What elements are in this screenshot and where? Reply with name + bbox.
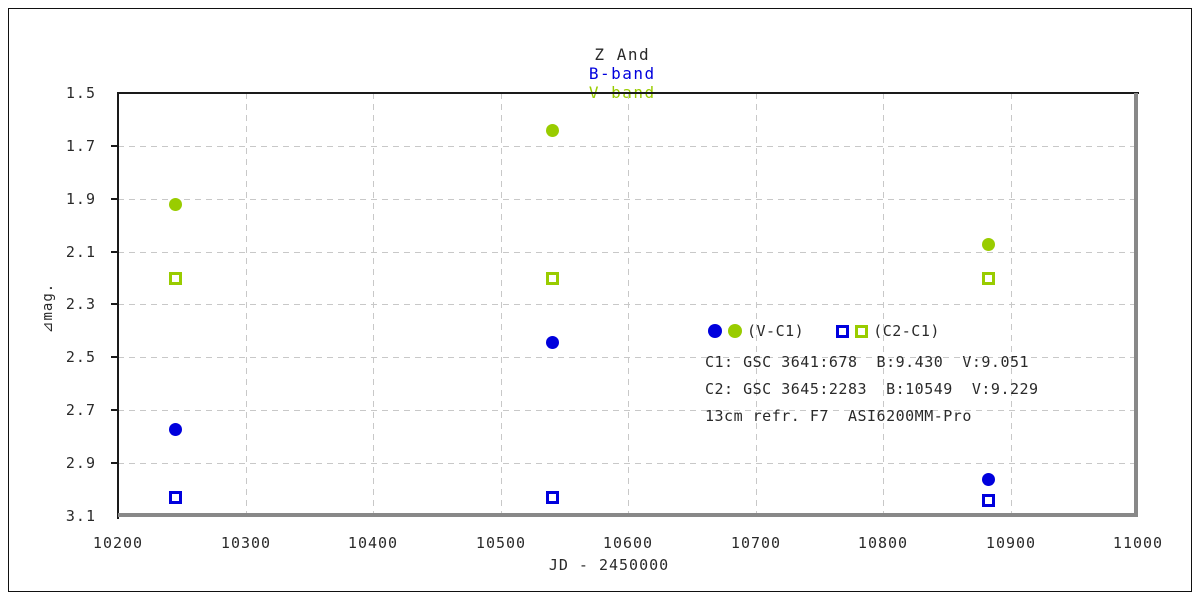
data-point-c2-c1-v-band [981,271,995,285]
legend-c1-star-info: C1: GSC 3641:678 B:9.430 V:9.051 [705,353,1030,371]
x-tick-label: 10500 [475,534,527,552]
y-axis-tick [111,356,118,358]
data-point-v-c1-v-band [545,123,559,137]
vertical-gridline [1011,93,1012,516]
plot-frame-right [1134,93,1138,517]
data-point-c2-c1-b-band [168,490,182,504]
v-band-filled-circle-icon [728,324,742,338]
data-point-c2-c1-v-band [545,271,559,285]
data-point-v-c1-v-band [168,197,182,211]
y-tick-label: 1.9 [65,190,96,208]
y-tick-label: 2.3 [65,295,96,313]
x-tick-label: 10400 [347,534,399,552]
legend-equipment-info: 13cm refr. F7 ASI6200MM-Pro [705,407,972,425]
y-tick-label: 2.5 [65,348,96,366]
v-band-open-square-icon [855,324,869,338]
y-tick-label: 1.7 [65,137,96,155]
y-axis-tick [111,251,118,253]
data-point-v-c1-b-band [545,335,559,349]
b-band-open-square-icon [836,324,850,338]
plot-frame-bottom [118,513,1138,517]
y-axis-tick [111,198,118,200]
data-point-v-c1-v-band [981,237,995,251]
vertical-gridline [628,93,629,516]
title-object-name: Z And [594,45,651,64]
y-axis-tick [111,303,118,305]
y-tick-label: 1.5 [65,84,96,102]
vertical-gridline [883,93,884,516]
legend-c2-minus-c1-label: (C2-C1) [873,322,940,340]
y-axis-tick [111,145,118,147]
x-axis-title: JD - 2450000 [548,556,670,574]
data-point-c2-c1-v-band [168,271,182,285]
plot-frame-top [117,92,1139,94]
y-tick-label: 3.1 [65,507,96,525]
x-tick-label: 10300 [220,534,272,552]
x-tick-label: 11000 [1112,534,1164,552]
b-band-filled-circle-icon [708,324,722,338]
y-axis-tick [111,462,118,464]
vertical-gridline [501,93,502,516]
x-tick-label: 10200 [92,534,144,552]
y-tick-label: 2.9 [65,454,96,472]
y-tick-label: 2.7 [65,401,96,419]
x-tick-label: 10700 [730,534,782,552]
vertical-gridline [373,93,374,516]
vertical-gridline [246,93,247,516]
data-point-c2-c1-b-band [981,493,995,507]
chart-title: Z And B-band V-band [0,26,1200,121]
data-point-v-c1-b-band [981,472,995,486]
data-point-v-c1-b-band [168,422,182,436]
title-b-band-label: B-band [588,64,656,83]
legend-marker-row: (V-C1) (C2-C1) [705,322,1039,340]
legend: (V-C1) (C2-C1) C1: GSC 3641:678 B:9.430 … [705,322,1039,430]
x-tick-label: 10600 [602,534,654,552]
y-axis-tick [111,409,118,411]
data-point-c2-c1-b-band [545,490,559,504]
x-tick-label: 10900 [985,534,1037,552]
y-tick-label: 2.1 [65,243,96,261]
vertical-gridline [756,93,757,516]
plot-frame-left [117,92,119,519]
legend-c2-star-info: C2: GSC 3645:2283 B:10549 V:9.229 [705,380,1039,398]
legend-v-minus-c1-label: (V-C1) [747,322,805,340]
x-tick-label: 10800 [857,534,909,552]
